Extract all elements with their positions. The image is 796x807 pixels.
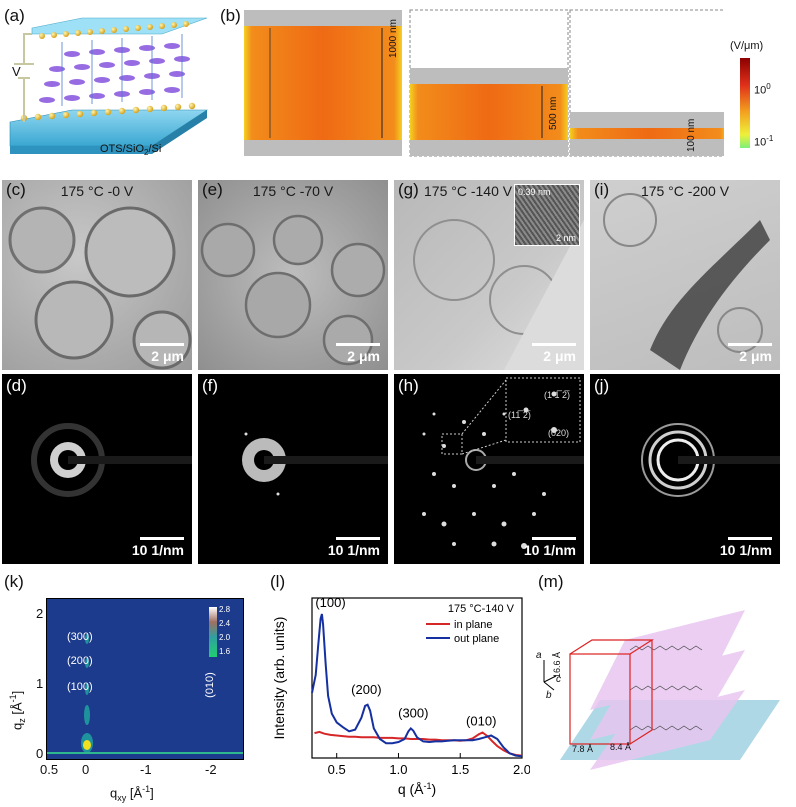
x-tick-label: 1.0 — [389, 762, 407, 777]
panel-label-k: (k) — [4, 572, 24, 591]
k-ytick-2: 2 — [36, 606, 44, 621]
substrate-label: OTS/SiO2/Si — [100, 143, 162, 158]
peak-annotation: (100) — [315, 595, 345, 610]
colorbar-bottom-label: 10-1 — [754, 134, 774, 149]
panel-label-g: (g) — [398, 180, 419, 199]
spot-label-0: (11̅ 2̅) — [508, 410, 531, 420]
k-ylabel: qz [Å-1] — [8, 690, 27, 730]
panel-label-m: (m) — [538, 572, 564, 591]
hrtem-inset: 0.39 nm 2 nm — [514, 184, 580, 246]
dim-a: 8.4 Å — [610, 742, 632, 752]
cbar-tick-1: 2.4 — [219, 619, 231, 628]
unit-cell — [569, 639, 655, 745]
panel-label-l: (l) — [270, 572, 286, 591]
k-xlabel: qxy [Å-1] — [110, 784, 154, 803]
peak-010: (010) — [203, 672, 216, 698]
tem-image-g: 175 °C -140 V 0.39 nm 2 nm 2 μm — [394, 180, 584, 370]
spot-label-1: (1 1̅ 2̅) — [544, 390, 571, 400]
peak-annotation: (200) — [351, 682, 381, 697]
x-axis-label: q (Å-1) — [398, 781, 436, 797]
k-ytick-0: 0 — [36, 746, 44, 761]
lamellae — [590, 610, 745, 770]
colorbar-top-label: 100 — [754, 82, 771, 97]
field-simulations — [244, 9, 724, 157]
axis-b: b — [546, 690, 552, 701]
top-electrode — [31, 17, 208, 35]
scalebar-e: 2 μm — [336, 343, 380, 364]
device-schematic — [9, 17, 209, 154]
colorbar-unit: (V/μm) — [730, 40, 764, 52]
thickness-1000: 1000 nm — [388, 19, 399, 58]
peak-annotation: (010) — [466, 713, 496, 728]
scalebar-g: 2 μm — [532, 343, 576, 364]
cbar-tick-3: 1.6 — [219, 647, 231, 656]
diffraction-spots — [422, 377, 584, 549]
axis-a: a — [536, 650, 542, 661]
series-out-plane — [311, 613, 523, 758]
peak-300: (300) — [67, 631, 93, 643]
giwaxs-map: (300) (200) (100) (010) 2.8 2.4 2.0 1.6 — [46, 598, 244, 760]
spot-label-2: (020) — [548, 428, 570, 438]
packing-schematic — [543, 610, 780, 770]
peak-200: (200) — [67, 655, 93, 667]
y-axis-label: Intensity (arb. units) — [271, 617, 287, 740]
condition-c: 175 °C -0 V — [60, 183, 134, 199]
k-xtick-2: -1 — [140, 762, 152, 777]
peak-100: (100) — [67, 681, 93, 693]
scalebar-i: 2 μm — [728, 343, 772, 364]
tem-image-c: 175 °C -0 V 2 μm — [2, 180, 192, 370]
field-colorbar — [740, 58, 750, 148]
thickness-100: 100 nm — [686, 118, 697, 152]
chart-title: 175 °C-140 V — [448, 603, 515, 615]
saed-f: 10 1/nm — [198, 374, 388, 564]
panel-label-d: (d) — [6, 376, 27, 395]
inset-scale: 2 nm — [555, 233, 576, 243]
cbar-tick-0: 2.8 — [219, 605, 231, 614]
cbar-tick-2: 2.0 — [219, 633, 231, 642]
inset-d-spacing: 0.39 nm — [518, 187, 551, 197]
tem-image-e: 175 °C -70 V 2 μm — [198, 180, 388, 370]
legend-label: out plane — [454, 633, 499, 645]
voltage-label: V — [12, 64, 21, 79]
tem-image-i: 175 °C -200 V 2 μm — [590, 180, 780, 370]
dim-c: 16.6 Å — [552, 651, 562, 678]
scalebar-f: 10 1/nm — [328, 537, 380, 558]
legend-label: in plane — [454, 619, 493, 631]
xrd-line-chart: 0.5 1.0 1.5 2.0 q (Å-1) Intensity (arb. units… — [271, 595, 530, 797]
saed-d: 10 1/nm — [2, 374, 192, 564]
panel-label-i: (i) — [594, 180, 610, 199]
panel-label-a: (a) — [4, 6, 25, 25]
condition-i: 175 °C -200 V — [640, 183, 730, 199]
dim-b: 7.8 Å — [572, 744, 594, 754]
k-xtick-0: 0.5 — [40, 762, 59, 777]
panel-label-b: (b) — [220, 6, 241, 25]
axis-c: c — [556, 674, 561, 685]
panel-label-e: (e) — [202, 180, 223, 199]
k-ytick-1: 1 — [36, 676, 44, 691]
scalebar-c: 2 μm — [140, 343, 184, 364]
peak-annotation: (300) — [398, 706, 428, 721]
plot-frame — [311, 597, 523, 759]
x-tick-label: 2.0 — [513, 762, 530, 777]
k-xtick-3: -2 — [205, 762, 217, 777]
panel-label-c: (c) — [6, 180, 26, 199]
giwaxs-colorbar — [209, 607, 217, 657]
k-xtick-1: 0 — [82, 762, 90, 777]
panel-label-f: (f) — [202, 376, 219, 395]
panel-label-h: (h) — [398, 376, 419, 395]
thickness-500: 500 nm — [548, 96, 559, 130]
saed-j: 10 1/nm — [590, 374, 780, 564]
x-tick-label: 1.5 — [451, 762, 469, 777]
scalebar-d: 10 1/nm — [132, 537, 184, 558]
condition-g: 175 °C -140 V — [424, 183, 513, 199]
scalebar-h: 10 1/nm — [524, 537, 576, 558]
saed-h: (1 1̅ 2̅) (11̅ 2̅) (020) 10 1/nm — [394, 374, 584, 564]
condition-e: 175 °C -70 V — [252, 183, 334, 199]
x-tick-label: 0.5 — [328, 762, 346, 777]
scalebar-j: 10 1/nm — [720, 537, 772, 558]
panel-label-j: (j) — [594, 376, 610, 395]
